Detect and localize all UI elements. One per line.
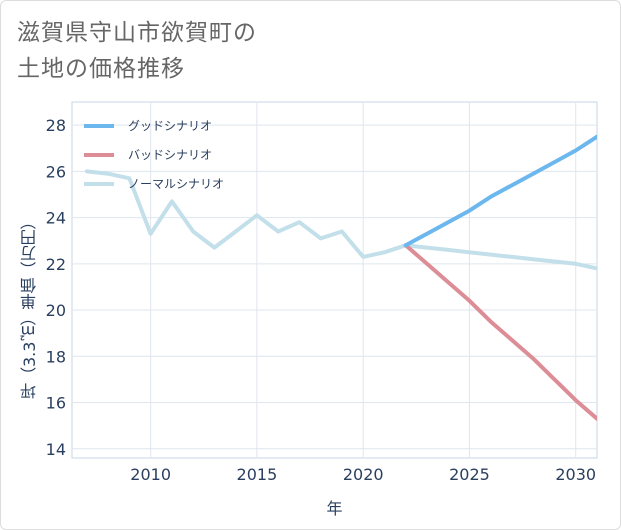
y-tick-label: 18 bbox=[46, 347, 66, 366]
y-tick-label: 16 bbox=[46, 394, 66, 413]
series-line-0 bbox=[403, 134, 597, 248]
x-tick-label: 2030 bbox=[555, 465, 596, 484]
x-tick-label: 2020 bbox=[343, 465, 384, 484]
y-tick-label: 24 bbox=[46, 209, 66, 228]
y-tick-label: 28 bbox=[46, 116, 66, 135]
plot-area bbox=[71, 101, 598, 459]
x-axis-label: 年 bbox=[326, 499, 342, 518]
series-line-2 bbox=[84, 169, 597, 271]
y-tick-label: 26 bbox=[46, 162, 66, 181]
y-tick-label: 22 bbox=[46, 255, 66, 274]
legend-label-1: バッドシナリオ bbox=[128, 148, 212, 162]
x-tick-label: 2010 bbox=[130, 465, 171, 484]
x-tick-label: 2025 bbox=[449, 465, 490, 484]
chart-title: 滋賀県守山市欲賀町の 土地の価格推移 bbox=[17, 15, 257, 87]
x-tick-label: 2015 bbox=[237, 465, 278, 484]
legend-label-0: グッドシナリオ bbox=[128, 119, 212, 133]
series-line-1 bbox=[403, 243, 597, 421]
y-tick-label: 20 bbox=[46, 301, 66, 320]
y-tick-label: 14 bbox=[46, 440, 66, 459]
title-line-1: 滋賀県守山市欲賀町の bbox=[17, 20, 257, 46]
legend-label-2: ノーマルシナリオ bbox=[128, 177, 224, 191]
title-line-2: 土地の価格推移 bbox=[17, 56, 185, 82]
